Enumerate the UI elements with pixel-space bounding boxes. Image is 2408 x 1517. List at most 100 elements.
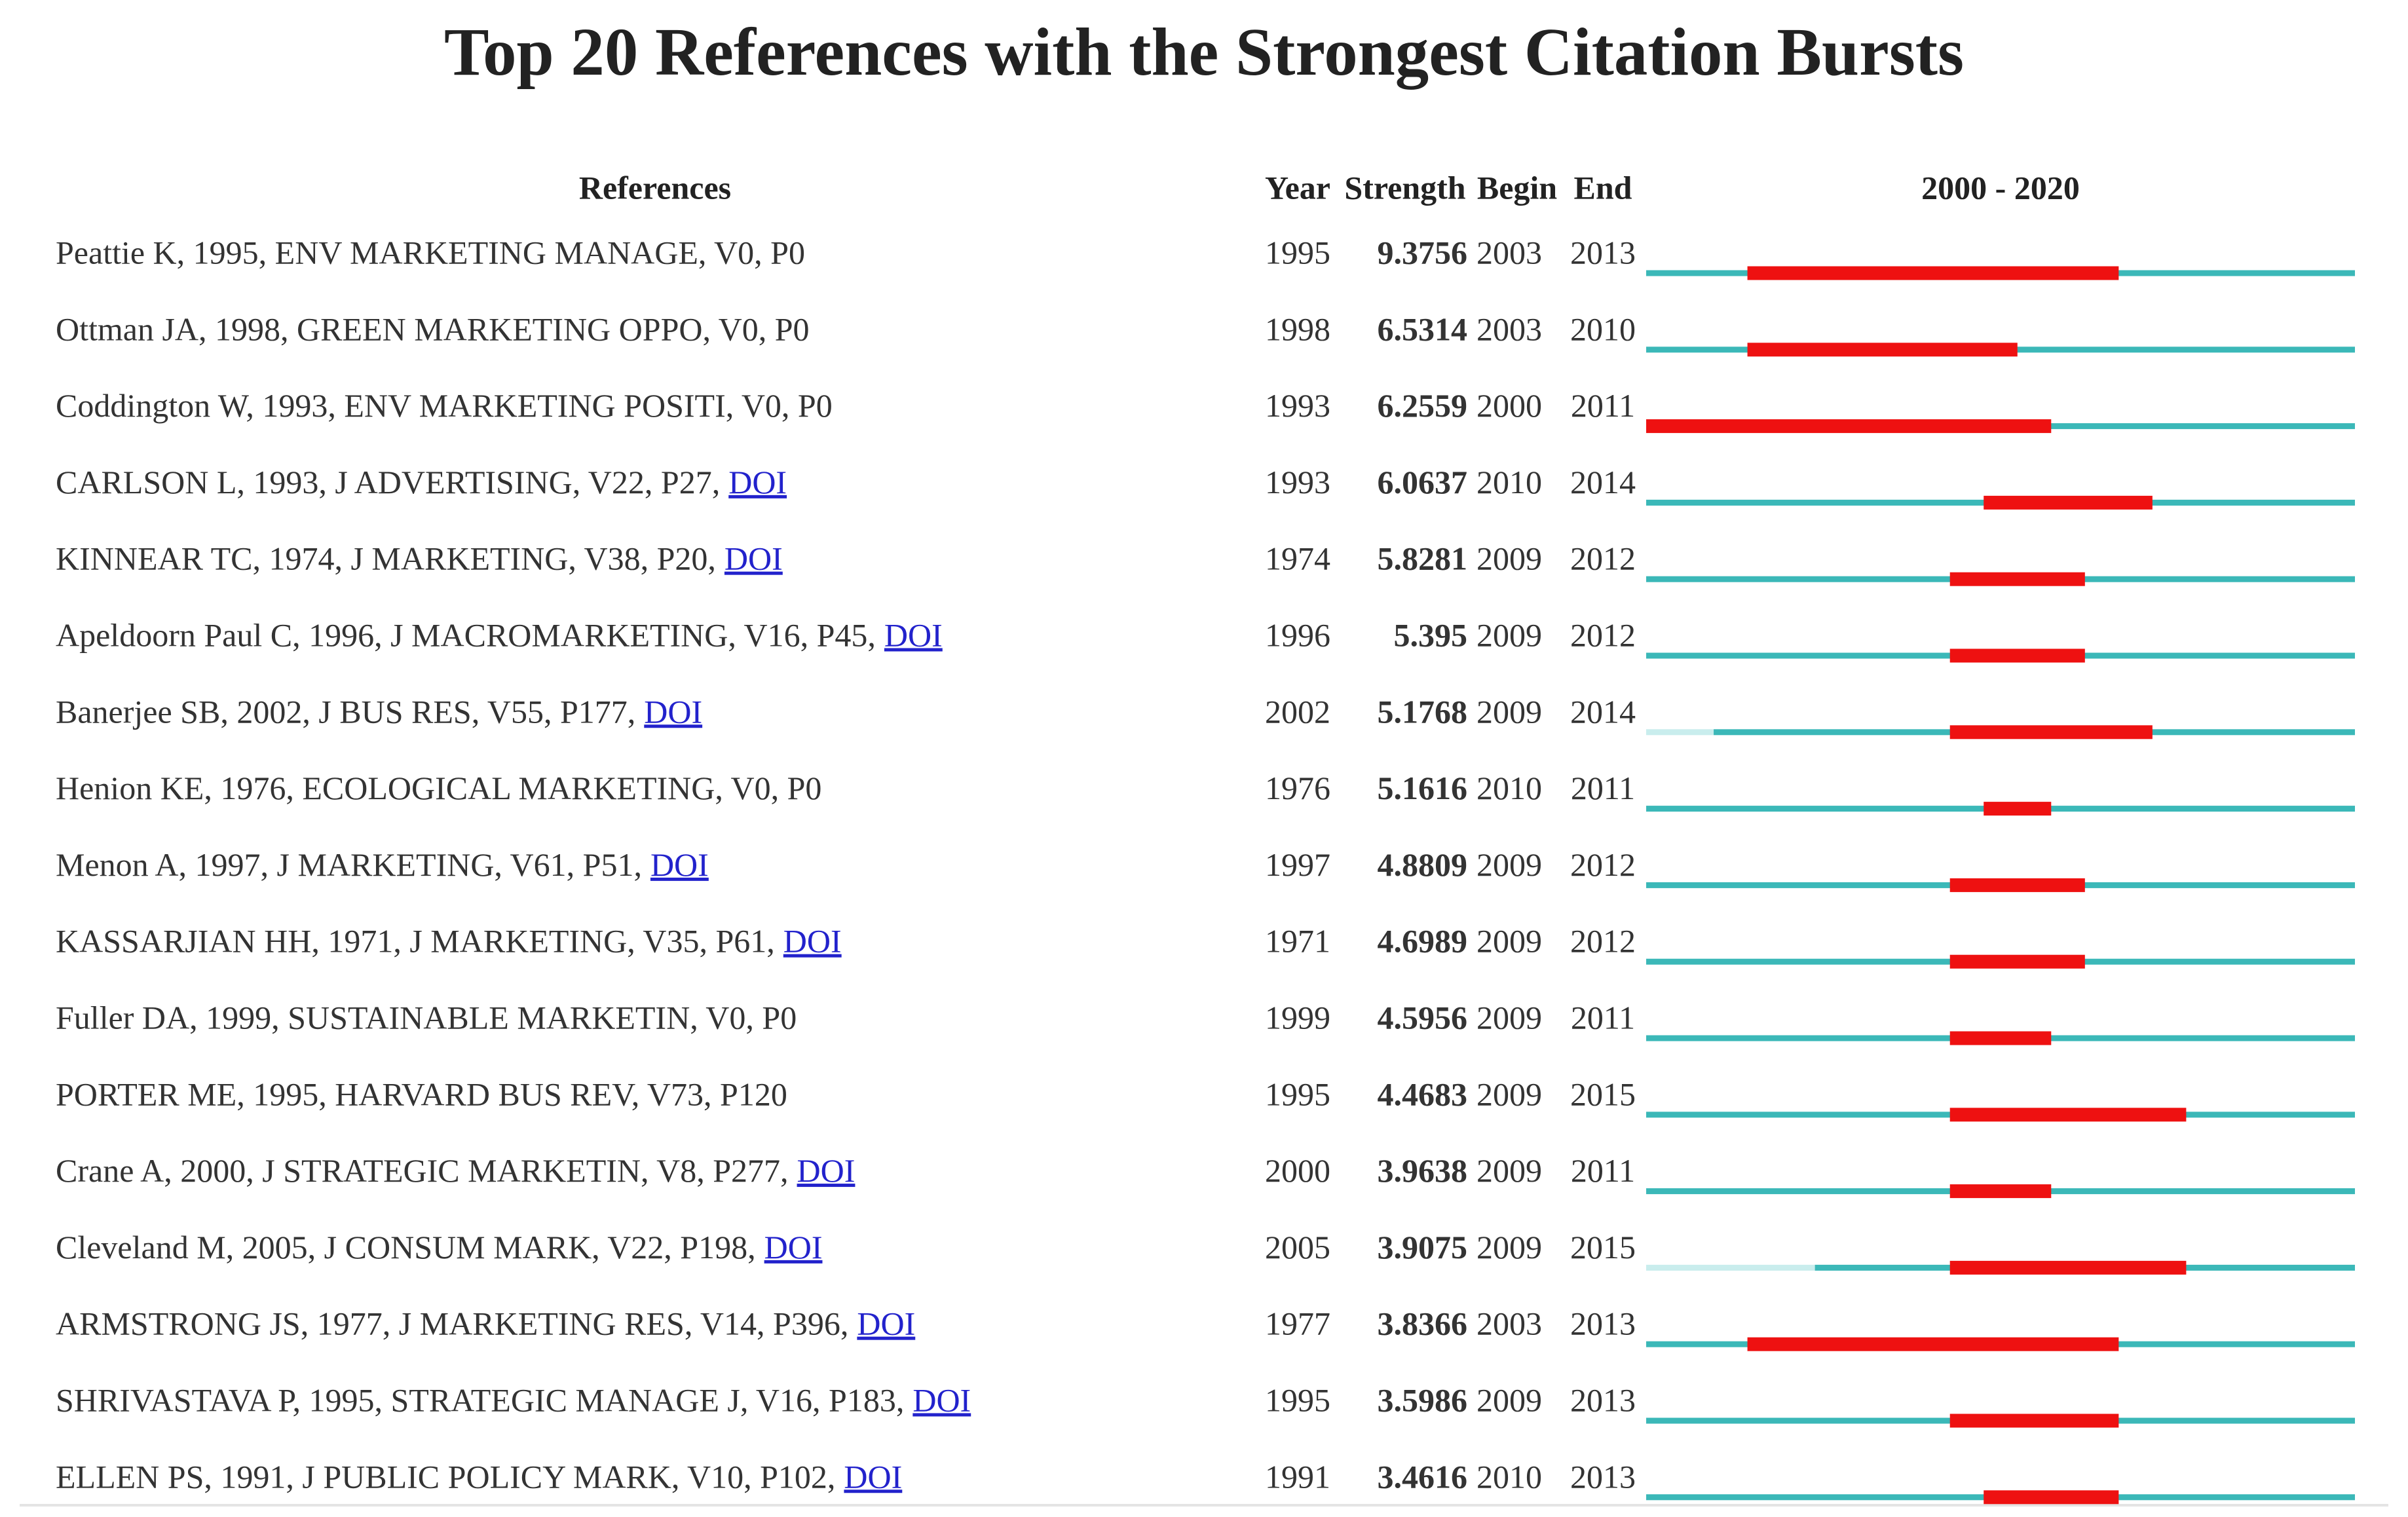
strength: 5.1616: [1378, 770, 1468, 806]
year: 1997: [1265, 846, 1330, 883]
year: 1993: [1265, 387, 1330, 424]
year: 1993: [1265, 464, 1330, 500]
year: 1995: [1265, 1076, 1330, 1112]
references-header: References: [579, 169, 731, 206]
doi-link[interactable]: DOI: [797, 1152, 856, 1189]
burst-bar: [1949, 954, 2085, 969]
end: 2013: [1570, 1381, 1636, 1418]
reference: ARMSTRONG JS, 1977, J MARKETING RES, V14…: [56, 1305, 848, 1342]
strength: 5.395: [1394, 616, 1468, 653]
doi-link[interactable]: DOI: [644, 693, 702, 730]
begin: 2009: [1477, 1381, 1542, 1418]
strength: 3.9638: [1378, 1152, 1468, 1189]
begin: 2009: [1477, 846, 1542, 883]
reference: KASSARJIAN HH, 1971, J MARKETING, V35, P…: [56, 923, 775, 960]
begin: 2009: [1477, 923, 1542, 960]
doi-link[interactable]: DOI: [884, 616, 943, 653]
strength: 4.5956: [1378, 999, 1468, 1036]
doi-link[interactable]: DOI: [724, 540, 783, 577]
burst-bar: [1949, 1184, 2052, 1199]
burst-bar: [1949, 725, 2153, 740]
burst-bar: [1984, 1490, 2119, 1505]
begin: 2010: [1477, 770, 1542, 806]
year: 2000: [1265, 1152, 1330, 1189]
strength: 3.4616: [1378, 1458, 1468, 1495]
begin: 2003: [1477, 234, 1542, 271]
doi-link[interactable]: DOI: [650, 846, 709, 883]
end: 2012: [1570, 616, 1636, 653]
burst-bar: [1949, 878, 2085, 892]
strength: 5.1768: [1378, 693, 1468, 730]
burst-bar: [1949, 648, 2085, 663]
end: 2011: [1571, 1152, 1635, 1189]
strength: 6.0637: [1378, 464, 1468, 500]
begin: 2003: [1477, 310, 1542, 347]
doi-link[interactable]: DOI: [844, 1458, 902, 1495]
reference: SHRIVASTAVA P, 1995, STRATEGIC MANAGE J,…: [56, 1381, 904, 1418]
begin: 2009: [1477, 616, 1542, 653]
begin: 2009: [1477, 1076, 1542, 1112]
reference: Crane A, 2000, J STRATEGIC MARKETIN, V8,…: [56, 1152, 789, 1189]
end: 2014: [1570, 693, 1636, 730]
end: 2012: [1570, 923, 1636, 960]
reference: ELLEN PS, 1991, J PUBLIC POLICY MARK, V1…: [56, 1458, 835, 1495]
doi-link[interactable]: DOI: [783, 923, 842, 960]
burst-bar: [1984, 495, 2153, 510]
end: 2013: [1570, 1305, 1636, 1342]
year: 1991: [1265, 1458, 1330, 1495]
strength: 4.6989: [1378, 923, 1468, 960]
end-header: End: [1574, 169, 1632, 206]
end: 2013: [1570, 234, 1636, 271]
year: 1971: [1265, 923, 1330, 960]
reference: PORTER ME, 1995, HARVARD BUS REV, V73, P…: [56, 1076, 787, 1112]
year-header: Year: [1265, 169, 1330, 206]
reference: Coddington W, 1993, ENV MARKETING POSITI…: [56, 387, 833, 424]
begin: 2003: [1477, 1305, 1542, 1342]
strength: 6.2559: [1378, 387, 1468, 424]
end: 2015: [1570, 1076, 1636, 1112]
burst-bar: [1949, 1031, 2052, 1045]
doi-link[interactable]: DOI: [728, 464, 787, 500]
end: 2015: [1570, 1229, 1636, 1265]
strength: 3.5986: [1378, 1381, 1468, 1418]
strength-header: Strength: [1344, 169, 1465, 206]
year: 1996: [1265, 616, 1330, 653]
burst-bar: [1949, 1414, 2119, 1428]
strength: 3.8366: [1378, 1305, 1468, 1342]
timeline-header: 2000 - 2020: [1921, 169, 2080, 206]
begin: 2010: [1477, 464, 1542, 500]
doi-link[interactable]: DOI: [857, 1305, 915, 1342]
end: 2011: [1571, 999, 1635, 1036]
reference: Ottman JA, 1998, GREEN MARKETING OPPO, V…: [56, 310, 810, 347]
year: 2002: [1265, 693, 1330, 730]
reference: Apeldoorn Paul C, 1996, J MACROMARKETING…: [56, 616, 876, 653]
strength: 4.8809: [1378, 846, 1468, 883]
doi-link[interactable]: DOI: [764, 1229, 823, 1265]
year: 1995: [1265, 234, 1330, 271]
begin: 2009: [1477, 1152, 1542, 1189]
year: 1995: [1265, 1381, 1330, 1418]
begin: 2009: [1477, 693, 1542, 730]
reference: Peattie K, 1995, ENV MARKETING MANAGE, V…: [56, 234, 805, 271]
reference: CARLSON L, 1993, J ADVERTISING, V22, P27…: [56, 464, 720, 500]
reference: Banerjee SB, 2002, J BUS RES, V55, P177,: [56, 693, 635, 730]
doi-link[interactable]: DOI: [912, 1381, 971, 1418]
begin: 2000: [1477, 387, 1542, 424]
year: 1974: [1265, 540, 1330, 577]
strength: 6.5314: [1378, 310, 1468, 347]
burst-bar: [1984, 802, 2052, 816]
burst-bar: [1646, 419, 2052, 434]
year: 1998: [1265, 310, 1330, 347]
begin: 2009: [1477, 999, 1542, 1036]
begin: 2009: [1477, 540, 1542, 577]
end: 2013: [1570, 1458, 1636, 1495]
begin: 2009: [1477, 1229, 1542, 1265]
burst-bar: [1949, 572, 2085, 586]
end: 2014: [1570, 464, 1636, 500]
title: Top 20 References with the Strongest Cit…: [444, 14, 1964, 90]
burst-bar: [1949, 1108, 2187, 1122]
end: 2012: [1570, 540, 1636, 577]
begin: 2010: [1477, 1458, 1542, 1495]
reference: Henion KE, 1976, ECOLOGICAL MARKETING, V…: [56, 770, 821, 806]
